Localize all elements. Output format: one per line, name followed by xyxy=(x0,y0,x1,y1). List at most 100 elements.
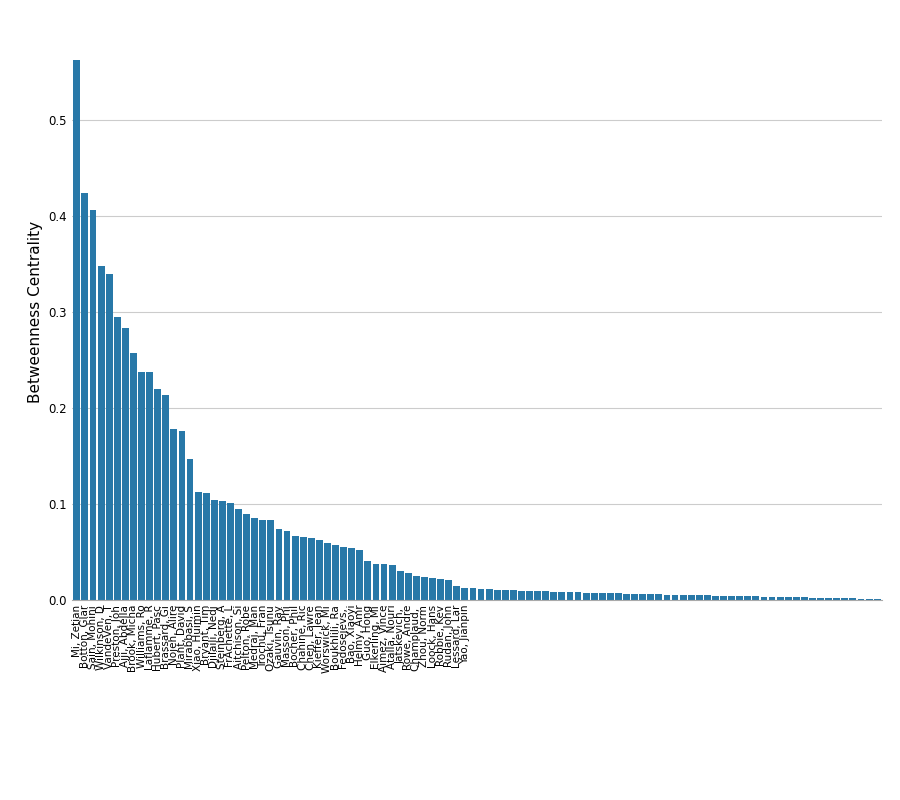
Bar xyxy=(413,576,419,600)
Bar xyxy=(170,429,177,600)
Bar xyxy=(275,529,283,600)
Bar xyxy=(510,590,517,600)
Bar xyxy=(284,531,291,600)
Bar xyxy=(752,596,760,600)
Bar xyxy=(833,598,841,600)
Bar xyxy=(551,592,557,600)
Bar xyxy=(74,59,80,600)
Bar xyxy=(113,317,121,600)
Bar xyxy=(866,599,872,600)
Bar xyxy=(243,514,250,600)
Bar xyxy=(688,595,695,600)
Bar xyxy=(470,589,476,600)
Bar xyxy=(639,594,646,600)
Bar xyxy=(825,598,833,600)
Bar xyxy=(446,580,452,600)
Bar xyxy=(90,210,96,600)
Bar xyxy=(146,373,153,600)
Bar xyxy=(736,596,743,600)
Bar xyxy=(478,590,484,600)
Bar xyxy=(421,577,428,600)
Bar xyxy=(154,389,161,600)
Bar xyxy=(663,595,670,600)
Bar xyxy=(267,520,274,600)
Bar xyxy=(680,595,687,600)
Bar xyxy=(801,597,808,600)
Bar xyxy=(98,266,104,600)
Bar xyxy=(178,431,185,600)
Bar xyxy=(389,566,396,600)
Bar xyxy=(348,548,356,600)
Bar xyxy=(655,594,662,600)
Bar xyxy=(429,578,436,600)
Bar xyxy=(292,536,299,600)
Bar xyxy=(712,596,719,600)
Bar xyxy=(777,597,784,600)
Bar xyxy=(381,565,388,600)
Bar xyxy=(582,594,590,600)
Bar xyxy=(437,579,444,600)
Bar xyxy=(324,543,331,600)
Bar xyxy=(300,537,307,600)
Bar xyxy=(793,597,800,600)
Bar xyxy=(842,598,849,600)
Bar xyxy=(494,590,500,600)
Bar xyxy=(809,598,816,600)
Bar xyxy=(251,518,258,600)
Bar xyxy=(574,592,581,600)
Bar xyxy=(332,546,339,600)
Bar xyxy=(235,509,242,600)
Bar xyxy=(219,501,226,600)
Bar xyxy=(615,594,622,600)
Bar xyxy=(720,596,727,600)
Bar xyxy=(631,594,638,600)
Bar xyxy=(558,592,565,600)
Bar xyxy=(535,591,541,600)
Bar xyxy=(405,573,411,600)
Bar xyxy=(122,328,129,600)
Bar xyxy=(728,596,735,600)
Bar xyxy=(671,595,679,600)
Bar xyxy=(607,594,614,600)
Bar xyxy=(526,591,533,600)
Bar xyxy=(769,597,776,600)
Bar xyxy=(397,571,403,600)
Bar xyxy=(138,371,145,600)
Bar xyxy=(373,563,380,600)
Bar xyxy=(462,587,468,600)
Bar xyxy=(598,594,606,600)
Bar xyxy=(850,598,856,600)
Bar xyxy=(696,595,703,600)
Bar xyxy=(356,550,364,600)
Bar xyxy=(543,591,549,600)
Bar xyxy=(259,520,266,600)
Bar xyxy=(454,586,460,600)
Bar xyxy=(817,598,824,600)
Y-axis label: Betweenness Centrality: Betweenness Centrality xyxy=(28,221,43,403)
Bar xyxy=(486,590,492,600)
Bar xyxy=(874,599,880,600)
Bar xyxy=(227,503,234,600)
Bar xyxy=(82,193,88,600)
Bar xyxy=(785,597,792,600)
Bar xyxy=(194,491,202,600)
Bar xyxy=(316,541,323,600)
Bar xyxy=(162,394,169,600)
Bar xyxy=(130,354,137,600)
Bar xyxy=(211,500,218,600)
Bar xyxy=(340,547,347,600)
Bar xyxy=(647,594,654,600)
Bar xyxy=(186,459,194,600)
Bar xyxy=(623,594,630,600)
Bar xyxy=(202,494,210,600)
Bar xyxy=(106,274,112,600)
Bar xyxy=(566,592,573,600)
Bar xyxy=(858,599,864,600)
Bar xyxy=(502,590,508,600)
Bar xyxy=(760,597,768,600)
Bar xyxy=(590,594,598,600)
Bar xyxy=(308,538,315,600)
Bar xyxy=(518,591,525,600)
Bar xyxy=(704,595,711,600)
Bar xyxy=(744,596,752,600)
